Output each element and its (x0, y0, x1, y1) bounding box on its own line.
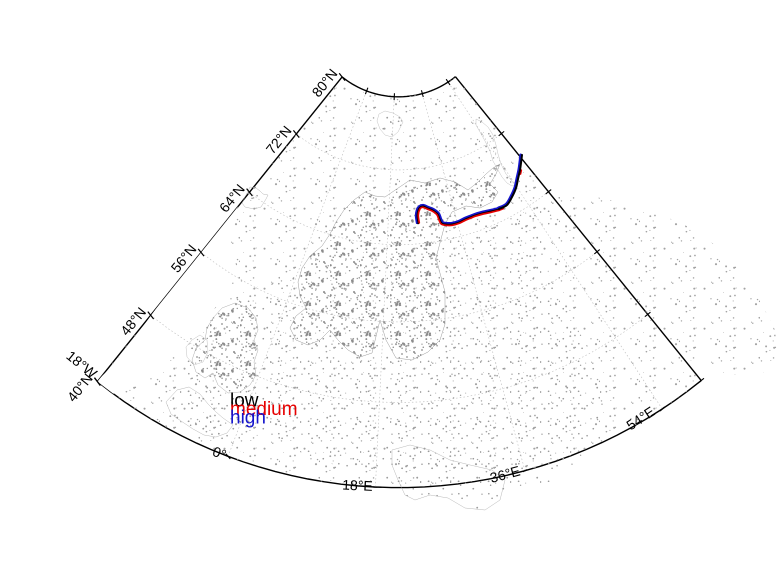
svg-text:high: high (230, 408, 266, 429)
svg-text:18°E: 18°E (342, 477, 373, 494)
